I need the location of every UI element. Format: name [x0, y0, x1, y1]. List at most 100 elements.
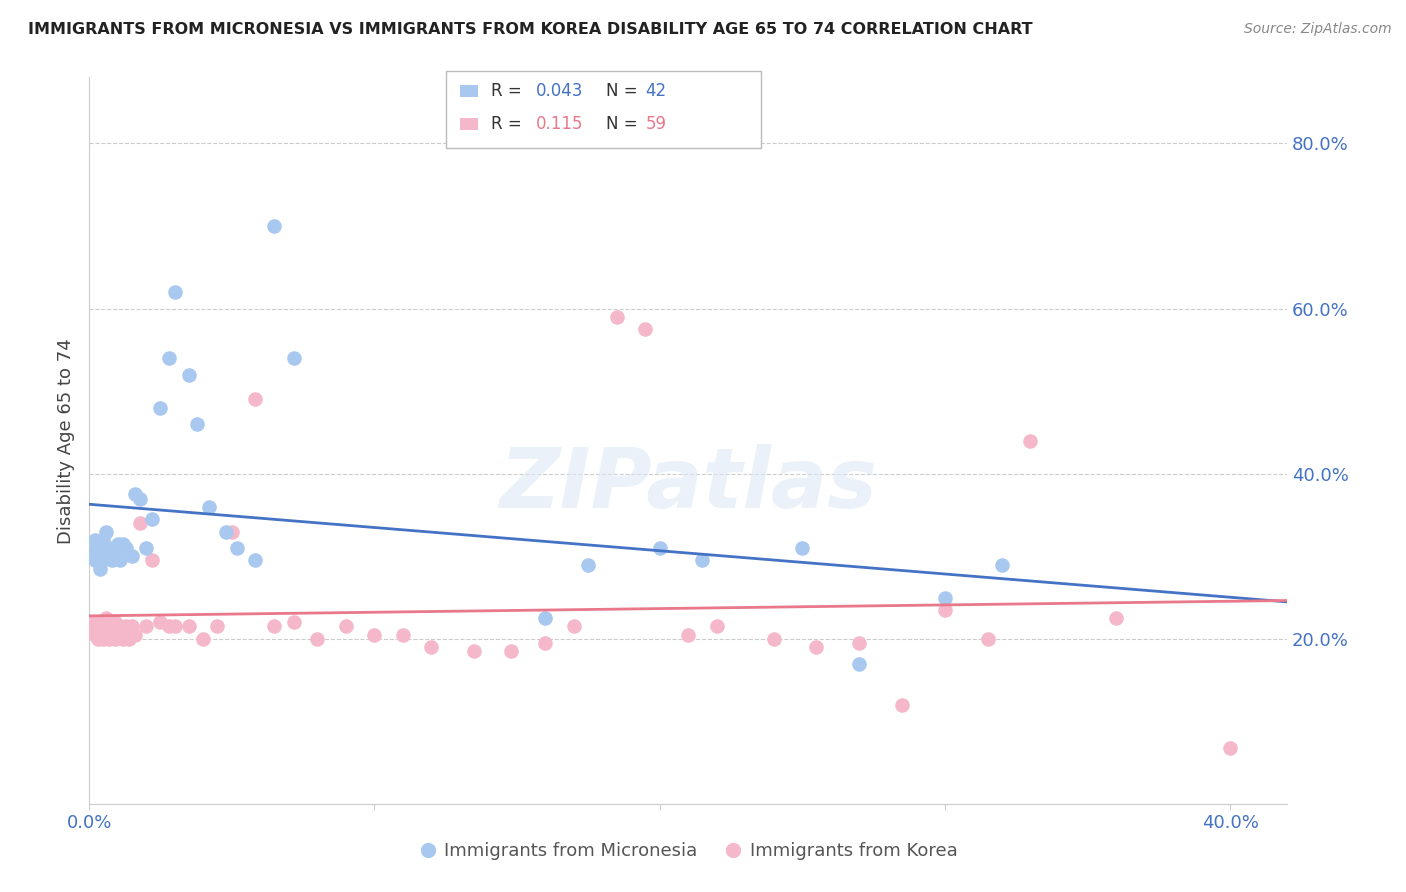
Point [392, 628, 415, 642]
Y-axis label: Disability Age 65 to 74: Disability Age 65 to 74 [58, 338, 75, 543]
Point [89, 615, 111, 630]
Point [96, 628, 118, 642]
Point [86, 537, 108, 551]
Point [91, 553, 114, 567]
Point [96, 549, 118, 564]
Point [83, 615, 105, 630]
Point [115, 619, 138, 633]
Text: ZIPatlas: ZIPatlas [499, 444, 877, 524]
Point [191, 632, 214, 646]
Point [157, 351, 180, 366]
Point [934, 603, 956, 617]
Point [215, 524, 238, 539]
Point [149, 401, 172, 415]
Point [89, 628, 111, 642]
Text: R =: R = [491, 82, 527, 100]
Point [91, 619, 114, 633]
Point [121, 549, 143, 564]
Legend: Immigrants from Micronesia, Immigrants from Korea: Immigrants from Micronesia, Immigrants f… [412, 835, 965, 868]
Point [110, 619, 132, 633]
Point [1219, 740, 1241, 755]
Point [1019, 434, 1042, 448]
Point [101, 619, 124, 633]
Point [110, 553, 132, 567]
Point [104, 541, 127, 555]
Text: 0.043: 0.043 [536, 82, 583, 100]
Point [706, 619, 728, 633]
Text: Source: ZipAtlas.com: Source: ZipAtlas.com [1244, 22, 1392, 37]
Point [86, 632, 108, 646]
Point [163, 619, 186, 633]
Point [124, 487, 146, 501]
Point [86, 619, 108, 633]
Text: 59: 59 [645, 115, 666, 133]
Point [96, 611, 118, 625]
Point [243, 553, 266, 567]
Point [463, 644, 485, 658]
Point [806, 640, 828, 654]
Text: 0.115: 0.115 [536, 115, 583, 133]
Point [83, 628, 105, 642]
Point [576, 558, 599, 572]
Point [221, 524, 243, 539]
Point [976, 632, 998, 646]
Point [283, 351, 305, 366]
Point [86, 549, 108, 564]
Point [848, 657, 870, 671]
Point [335, 619, 357, 633]
Point [107, 537, 129, 551]
Point [101, 628, 124, 642]
Point [163, 285, 186, 299]
Point [501, 644, 523, 658]
Point [562, 619, 585, 633]
Point [606, 310, 628, 324]
Point [676, 628, 699, 642]
Point [141, 553, 163, 567]
Point [112, 632, 135, 646]
Point [98, 632, 121, 646]
Point [263, 219, 285, 233]
Point [135, 619, 157, 633]
Point [792, 541, 814, 555]
Point [129, 516, 152, 531]
Point [135, 541, 157, 555]
Point [80, 545, 103, 559]
Point [157, 619, 180, 633]
Point [98, 541, 121, 555]
Point [83, 553, 105, 567]
Point [115, 541, 138, 555]
Point [107, 628, 129, 642]
Point [1105, 611, 1128, 625]
Point [420, 640, 443, 654]
Point [534, 611, 557, 625]
Text: IMMIGRANTS FROM MICRONESIA VS IMMIGRANTS FROM KOREA DISABILITY AGE 65 TO 74 CORR: IMMIGRANTS FROM MICRONESIA VS IMMIGRANTS… [28, 22, 1033, 37]
Point [207, 619, 229, 633]
Point [80, 619, 103, 633]
Point [83, 533, 105, 547]
Point [198, 500, 221, 514]
Point [283, 615, 305, 630]
Point [991, 558, 1014, 572]
Point [762, 632, 785, 646]
Point [101, 553, 124, 567]
Point [149, 615, 172, 630]
Point [124, 628, 146, 642]
Point [118, 632, 141, 646]
Point [363, 628, 385, 642]
Point [648, 541, 671, 555]
Point [186, 417, 208, 432]
Text: R =: R = [491, 115, 531, 133]
Point [89, 562, 111, 576]
Point [91, 632, 114, 646]
Point [112, 537, 135, 551]
Point [692, 553, 714, 567]
Point [848, 636, 870, 650]
Point [121, 619, 143, 633]
Point [104, 632, 127, 646]
Point [891, 698, 914, 712]
Point [98, 615, 121, 630]
Point [934, 591, 956, 605]
Point [226, 541, 249, 555]
Point [634, 322, 657, 336]
Point [307, 632, 329, 646]
